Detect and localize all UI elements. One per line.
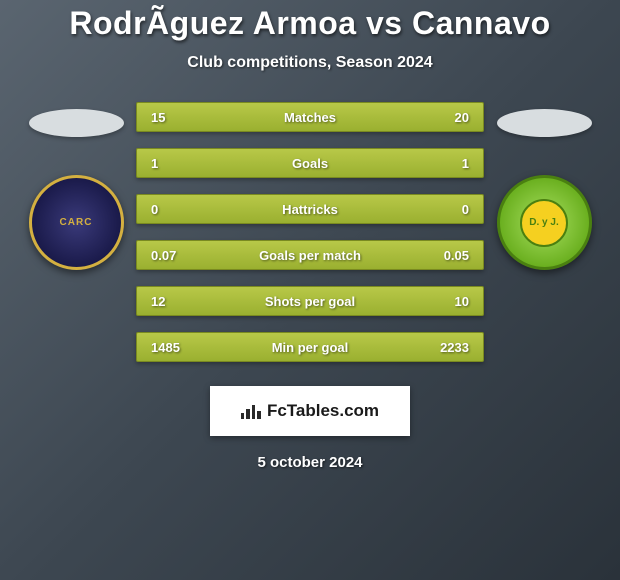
date-label: 5 october 2024 xyxy=(257,454,362,471)
left-club-badge-text: CARC xyxy=(60,217,93,228)
stats-column: 15 Matches 20 1 Goals 1 0 Hattricks 0 0.… xyxy=(136,102,484,362)
stat-left-value: 1485 xyxy=(151,340,191,355)
fctables-logo-box[interactable]: FcTables.com xyxy=(210,386,410,436)
stat-right-value: 10 xyxy=(429,294,469,309)
stat-row-matches: 15 Matches 20 xyxy=(136,102,484,132)
stat-row-min-per-goal: 1485 Min per goal 2233 xyxy=(136,332,484,362)
stat-label: Shots per goal xyxy=(265,294,355,309)
bar-chart-icon xyxy=(241,403,261,419)
stat-right-value: 20 xyxy=(429,110,469,125)
subtitle: Club competitions, Season 2024 xyxy=(187,54,432,72)
stat-label: Goals per match xyxy=(259,248,361,263)
left-player-col: CARC xyxy=(16,102,136,270)
right-player-photo-placeholder xyxy=(497,109,592,137)
right-club-badge: D. y J. xyxy=(497,175,592,270)
stat-left-value: 15 xyxy=(151,110,191,125)
stat-row-shots-per-goal: 12 Shots per goal 10 xyxy=(136,286,484,316)
main-row: CARC 15 Matches 20 1 Goals 1 0 Hattricks… xyxy=(0,102,620,362)
comparison-card: RodrÃ­guez Armoa vs Cannavo Club competi… xyxy=(0,0,620,471)
stat-label: Matches xyxy=(284,110,336,125)
stat-label: Goals xyxy=(292,156,328,171)
page-title: RodrÃ­guez Armoa vs Cannavo xyxy=(69,5,550,42)
stat-right-value: 2233 xyxy=(429,340,469,355)
stat-right-value: 1 xyxy=(429,156,469,171)
stat-right-value: 0 xyxy=(429,202,469,217)
stat-left-value: 0 xyxy=(151,202,191,217)
left-club-badge: CARC xyxy=(29,175,124,270)
fctables-logo-text: FcTables.com xyxy=(267,401,379,421)
stat-row-goals-per-match: 0.07 Goals per match 0.05 xyxy=(136,240,484,270)
stat-left-value: 1 xyxy=(151,156,191,171)
stat-left-value: 12 xyxy=(151,294,191,309)
left-player-photo-placeholder xyxy=(29,109,124,137)
stat-right-value: 0.05 xyxy=(429,248,469,263)
stat-row-goals: 1 Goals 1 xyxy=(136,148,484,178)
right-player-col: D. y J. xyxy=(484,102,604,270)
right-club-badge-text: D. y J. xyxy=(520,199,568,247)
stat-row-hattricks: 0 Hattricks 0 xyxy=(136,194,484,224)
stat-label: Min per goal xyxy=(272,340,349,355)
stat-left-value: 0.07 xyxy=(151,248,191,263)
stat-label: Hattricks xyxy=(282,202,338,217)
